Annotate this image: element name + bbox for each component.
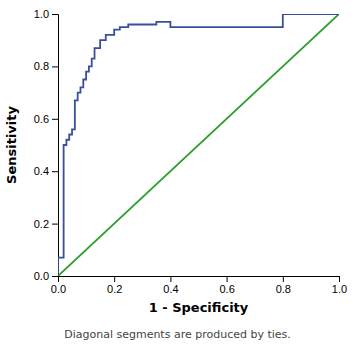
x-tick-mark <box>170 276 171 282</box>
y-tick: 1.0 <box>34 8 58 20</box>
x-tick-label: 1.0 <box>332 283 347 295</box>
x-tick: 0.6 <box>219 276 234 295</box>
x-tick: 1.0 <box>332 276 347 295</box>
x-tick-mark <box>283 276 284 282</box>
y-tick-label: 1.0 <box>34 8 49 20</box>
x-tick-mark <box>339 276 340 282</box>
y-tick-mark <box>52 224 58 225</box>
y-axis-title: Sensitivity <box>4 106 19 184</box>
y-tick: 0.8 <box>34 60 58 72</box>
y-tick-mark <box>52 276 58 277</box>
y-tick: 0.6 <box>34 113 58 125</box>
x-tick: 0.0 <box>51 276 66 295</box>
y-tick: 0.2 <box>34 218 58 230</box>
x-tick: 0.8 <box>276 276 291 295</box>
y-tick-mark <box>52 66 58 67</box>
x-axis-line <box>59 277 340 283</box>
y-tick: 0.0 <box>34 270 58 282</box>
x-tick-label: 0.8 <box>276 283 291 295</box>
y-tick-label: 0.4 <box>34 165 49 177</box>
x-tick: 0.4 <box>163 276 178 295</box>
x-tick-label: 0.6 <box>219 283 234 295</box>
x-tick-label: 0.4 <box>163 283 178 295</box>
x-axis: 0.0 0.2 0.4 0.6 0.8 1.0 <box>51 276 347 295</box>
y-tick-label: 0.6 <box>34 113 49 125</box>
y-tick-label: 0.2 <box>34 218 49 230</box>
y-tick-label: 0.0 <box>34 270 49 282</box>
y-tick-mark <box>52 119 58 120</box>
x-tick-label: 0.0 <box>51 283 66 295</box>
x-axis-title: 1 - Specificity <box>149 300 249 315</box>
y-tick-mark <box>52 171 58 172</box>
y-tick: 0.4 <box>34 165 58 177</box>
y-tick-label: 0.8 <box>34 60 49 72</box>
chart: 0.0 0.2 0.4 0.6 0.8 1.0 0.0 0.2 0.4 0.6 0.8 1.0 1 - … <box>0 0 355 350</box>
caption: Diagonal segments are produced by ties. <box>64 328 291 341</box>
y-axis: 0.0 0.2 0.4 0.6 0.8 1.0 <box>34 8 59 282</box>
series-line <box>58 14 339 276</box>
series-line <box>58 14 339 276</box>
x-tick-label: 0.2 <box>107 283 122 295</box>
marks <box>58 14 339 276</box>
y-tick-mark <box>52 14 58 15</box>
x-tick: 0.2 <box>107 276 122 295</box>
plot-area: 0.0 0.2 0.4 0.6 0.8 1.0 0.0 0.2 0.4 0.6 0.8 1.0 <box>34 8 347 295</box>
x-tick-mark <box>227 276 228 282</box>
x-tick-mark <box>114 276 115 282</box>
y-axis-line <box>52 15 59 277</box>
